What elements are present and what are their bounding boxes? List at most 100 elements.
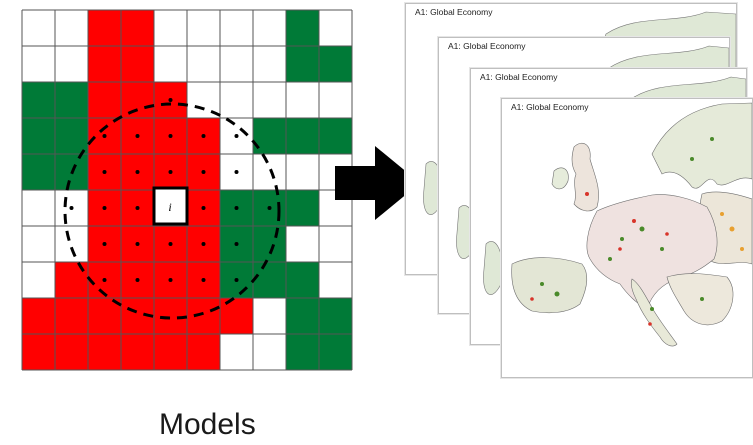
grid-cell bbox=[154, 298, 187, 334]
grid-cell bbox=[286, 190, 319, 226]
neighborhood-dot bbox=[135, 170, 140, 174]
grid-cell bbox=[319, 298, 352, 334]
neighborhood-dot bbox=[168, 134, 173, 138]
neighborhood-dot bbox=[201, 206, 206, 210]
grid-cell bbox=[319, 82, 352, 118]
grid-cell bbox=[187, 334, 220, 370]
neighborhood-dot bbox=[102, 242, 107, 246]
grid-cell bbox=[121, 82, 154, 118]
neighborhood-dot bbox=[201, 170, 206, 174]
grid-cell bbox=[286, 298, 319, 334]
center-cell bbox=[152, 186, 189, 226]
grid-cell bbox=[55, 10, 88, 46]
grid-cell bbox=[319, 226, 352, 262]
grid-cell bbox=[88, 298, 121, 334]
grid-cell bbox=[253, 46, 286, 82]
grid-cell bbox=[286, 118, 319, 154]
europe-map-4 bbox=[511, 102, 752, 347]
neighborhood-dot bbox=[234, 278, 239, 282]
neighborhood-dot bbox=[201, 134, 206, 138]
grid-cell bbox=[286, 154, 319, 190]
neighborhood-dot bbox=[102, 206, 107, 210]
grid-cell bbox=[319, 118, 352, 154]
neighborhood-dot bbox=[69, 206, 74, 210]
neighborhood-dot bbox=[201, 242, 206, 246]
neighborhood-dot bbox=[234, 134, 239, 138]
map-title: A1: Global Economy bbox=[448, 41, 526, 51]
grid-cell bbox=[22, 82, 55, 118]
neighborhood-dot bbox=[135, 242, 140, 246]
grid-cell bbox=[319, 334, 352, 370]
neighborhood-circle bbox=[63, 102, 281, 320]
neighborhood-dot bbox=[102, 170, 107, 174]
grid-cell bbox=[88, 46, 121, 82]
caption-models: Models bbox=[159, 408, 256, 441]
grid-cell bbox=[253, 82, 286, 118]
grid-cell bbox=[253, 298, 286, 334]
neighborhood-dot bbox=[135, 134, 140, 138]
map-title: A1: Global Economy bbox=[480, 72, 558, 82]
grid-cell bbox=[154, 10, 187, 46]
grid-cell bbox=[22, 262, 55, 298]
land-use-grid: i bbox=[21, 9, 353, 371]
neighborhood-dot bbox=[102, 134, 107, 138]
grid-cell bbox=[22, 298, 55, 334]
center-cell-label: i bbox=[168, 200, 171, 214]
grid-cell bbox=[253, 262, 286, 298]
neighborhood-dot bbox=[234, 206, 239, 210]
grid-cell bbox=[55, 46, 88, 82]
grid-cell bbox=[220, 334, 253, 370]
grid-cell bbox=[286, 46, 319, 82]
neighborhood-dot bbox=[201, 278, 206, 282]
neighborhood-dot bbox=[168, 98, 173, 102]
map-title: A1: Global Economy bbox=[415, 7, 493, 17]
grid-cell bbox=[253, 226, 286, 262]
grid-cell bbox=[55, 298, 88, 334]
grid-cell bbox=[88, 10, 121, 46]
neighborhood-dot bbox=[168, 242, 173, 246]
grid-cell bbox=[187, 10, 220, 46]
grid-cell bbox=[55, 118, 88, 154]
neighborhood-dot bbox=[135, 278, 140, 282]
grid-cell bbox=[187, 46, 220, 82]
grid-cell bbox=[253, 154, 286, 190]
right-arrow-icon bbox=[335, 146, 420, 220]
neighborhood-dot bbox=[234, 242, 239, 246]
grid-cell bbox=[55, 262, 88, 298]
neighborhood-dot bbox=[135, 206, 140, 210]
neighborhood-dot bbox=[168, 278, 173, 282]
grid-cell bbox=[121, 334, 154, 370]
grid-cell bbox=[220, 82, 253, 118]
grid-cell bbox=[220, 298, 253, 334]
grid-cell bbox=[286, 10, 319, 46]
grid-cell bbox=[154, 334, 187, 370]
neighborhood-dot bbox=[234, 170, 239, 174]
grid-cell bbox=[55, 334, 88, 370]
grid-cell bbox=[286, 226, 319, 262]
grid-cell bbox=[286, 334, 319, 370]
grid-cell bbox=[22, 334, 55, 370]
grid-cell bbox=[22, 226, 55, 262]
grid-cell bbox=[253, 334, 286, 370]
neighborhood-dot bbox=[102, 278, 107, 282]
grid-cell bbox=[121, 46, 154, 82]
map-title: A1: Global Economy bbox=[511, 102, 589, 112]
grid-cell bbox=[55, 82, 88, 118]
grid-cell bbox=[55, 226, 88, 262]
grid-cell bbox=[121, 10, 154, 46]
grid-cell bbox=[253, 10, 286, 46]
grid-cell bbox=[22, 154, 55, 190]
grid-cell bbox=[88, 82, 121, 118]
grid-cell bbox=[286, 82, 319, 118]
neighborhood-dot bbox=[267, 206, 272, 210]
grid-cell bbox=[88, 334, 121, 370]
grid-cell bbox=[22, 46, 55, 82]
grid-cell bbox=[319, 10, 352, 46]
grid-cell bbox=[319, 46, 352, 82]
neighborhood-dot bbox=[168, 170, 173, 174]
neighborhood-dots bbox=[69, 98, 272, 282]
grid-cell bbox=[22, 190, 55, 226]
grid-cell bbox=[319, 262, 352, 298]
grid-cell bbox=[286, 262, 319, 298]
grid-cell bbox=[187, 298, 220, 334]
